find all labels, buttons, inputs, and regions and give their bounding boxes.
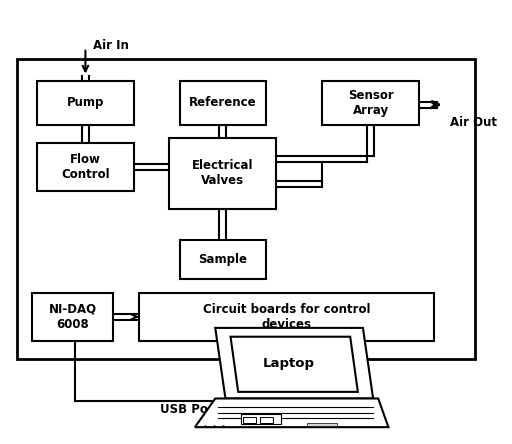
Text: Circuit boards for control
devices: Circuit boards for control devices (203, 303, 370, 331)
Bar (307, 423, 337, 426)
Bar (169, 138, 276, 209)
Bar (260, 417, 273, 423)
Text: Pump: Pump (67, 96, 104, 109)
Bar (243, 417, 256, 423)
Bar (241, 414, 282, 424)
Text: Sensor
Array: Sensor Array (348, 89, 393, 117)
Text: Air In: Air In (93, 39, 129, 52)
Bar (180, 81, 266, 125)
Bar (139, 293, 434, 341)
Text: NI-DAQ
6008: NI-DAQ 6008 (49, 303, 97, 331)
Bar (180, 240, 266, 279)
Polygon shape (215, 328, 373, 398)
Bar (17, 59, 475, 359)
Text: Laptop: Laptop (263, 357, 315, 370)
Bar (37, 81, 134, 125)
Bar (322, 81, 419, 125)
Bar (32, 293, 114, 341)
Polygon shape (195, 398, 389, 427)
Text: Air Out: Air Out (450, 116, 497, 129)
Text: Reference: Reference (189, 96, 257, 109)
Bar (37, 143, 134, 191)
Text: USB Port: USB Port (160, 403, 220, 416)
Polygon shape (230, 337, 358, 392)
Text: Sample: Sample (199, 253, 247, 266)
Text: Electrical
Valves: Electrical Valves (192, 159, 253, 187)
Text: Flow
Control: Flow Control (61, 153, 110, 181)
